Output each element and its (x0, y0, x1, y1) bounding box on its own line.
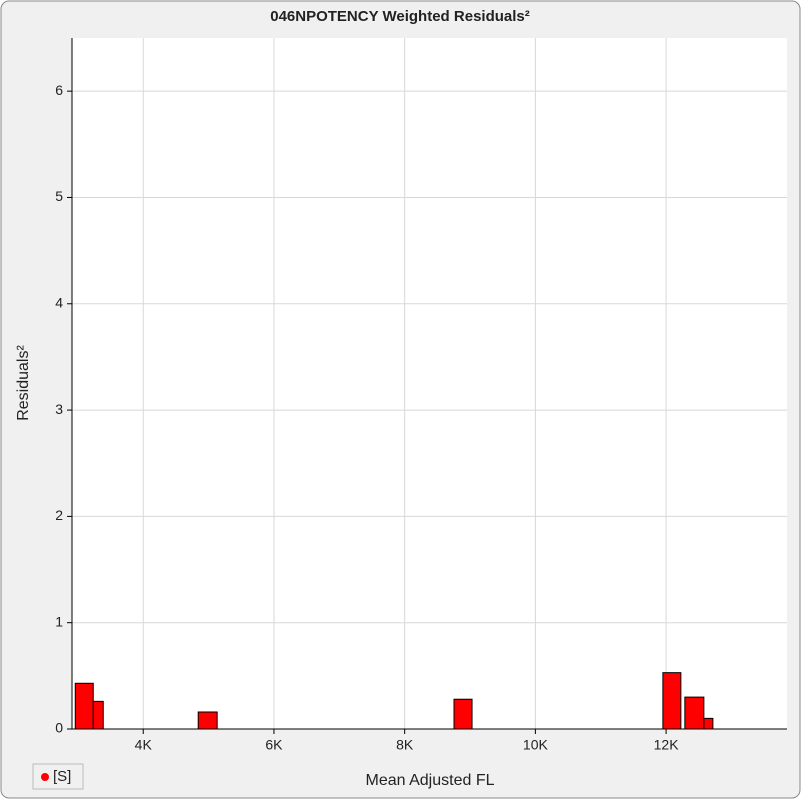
bar (197, 711, 218, 730)
legend-marker (41, 773, 49, 781)
x-axis-title: Mean Adjusted FL (366, 772, 495, 789)
y-tick-label: 1 (55, 613, 63, 629)
y-tick-label: 6 (55, 82, 63, 98)
bar (703, 717, 714, 730)
plot-area (72, 38, 787, 729)
bar (74, 682, 94, 730)
y-tick-label: 2 (55, 507, 63, 523)
legend-label: [S] (53, 768, 71, 785)
y-tick-label: 0 (55, 720, 63, 736)
x-tick-label: 10K (523, 737, 549, 753)
y-tick-label: 5 (55, 188, 63, 204)
bar (92, 700, 104, 730)
y-tick-label: 4 (55, 294, 63, 310)
bar (453, 698, 473, 730)
bar (662, 672, 682, 730)
x-tick-label: 6K (265, 737, 283, 753)
x-tick-label: 8K (396, 737, 414, 753)
chart-title: 046NPOTENCY Weighted Residuals² (270, 8, 530, 25)
x-tick-label: 12K (654, 737, 680, 753)
y-tick-label: 3 (55, 401, 63, 417)
x-tick-label: 4K (135, 737, 153, 753)
bar (684, 696, 705, 730)
y-axis-title: Residuals² (15, 345, 32, 421)
